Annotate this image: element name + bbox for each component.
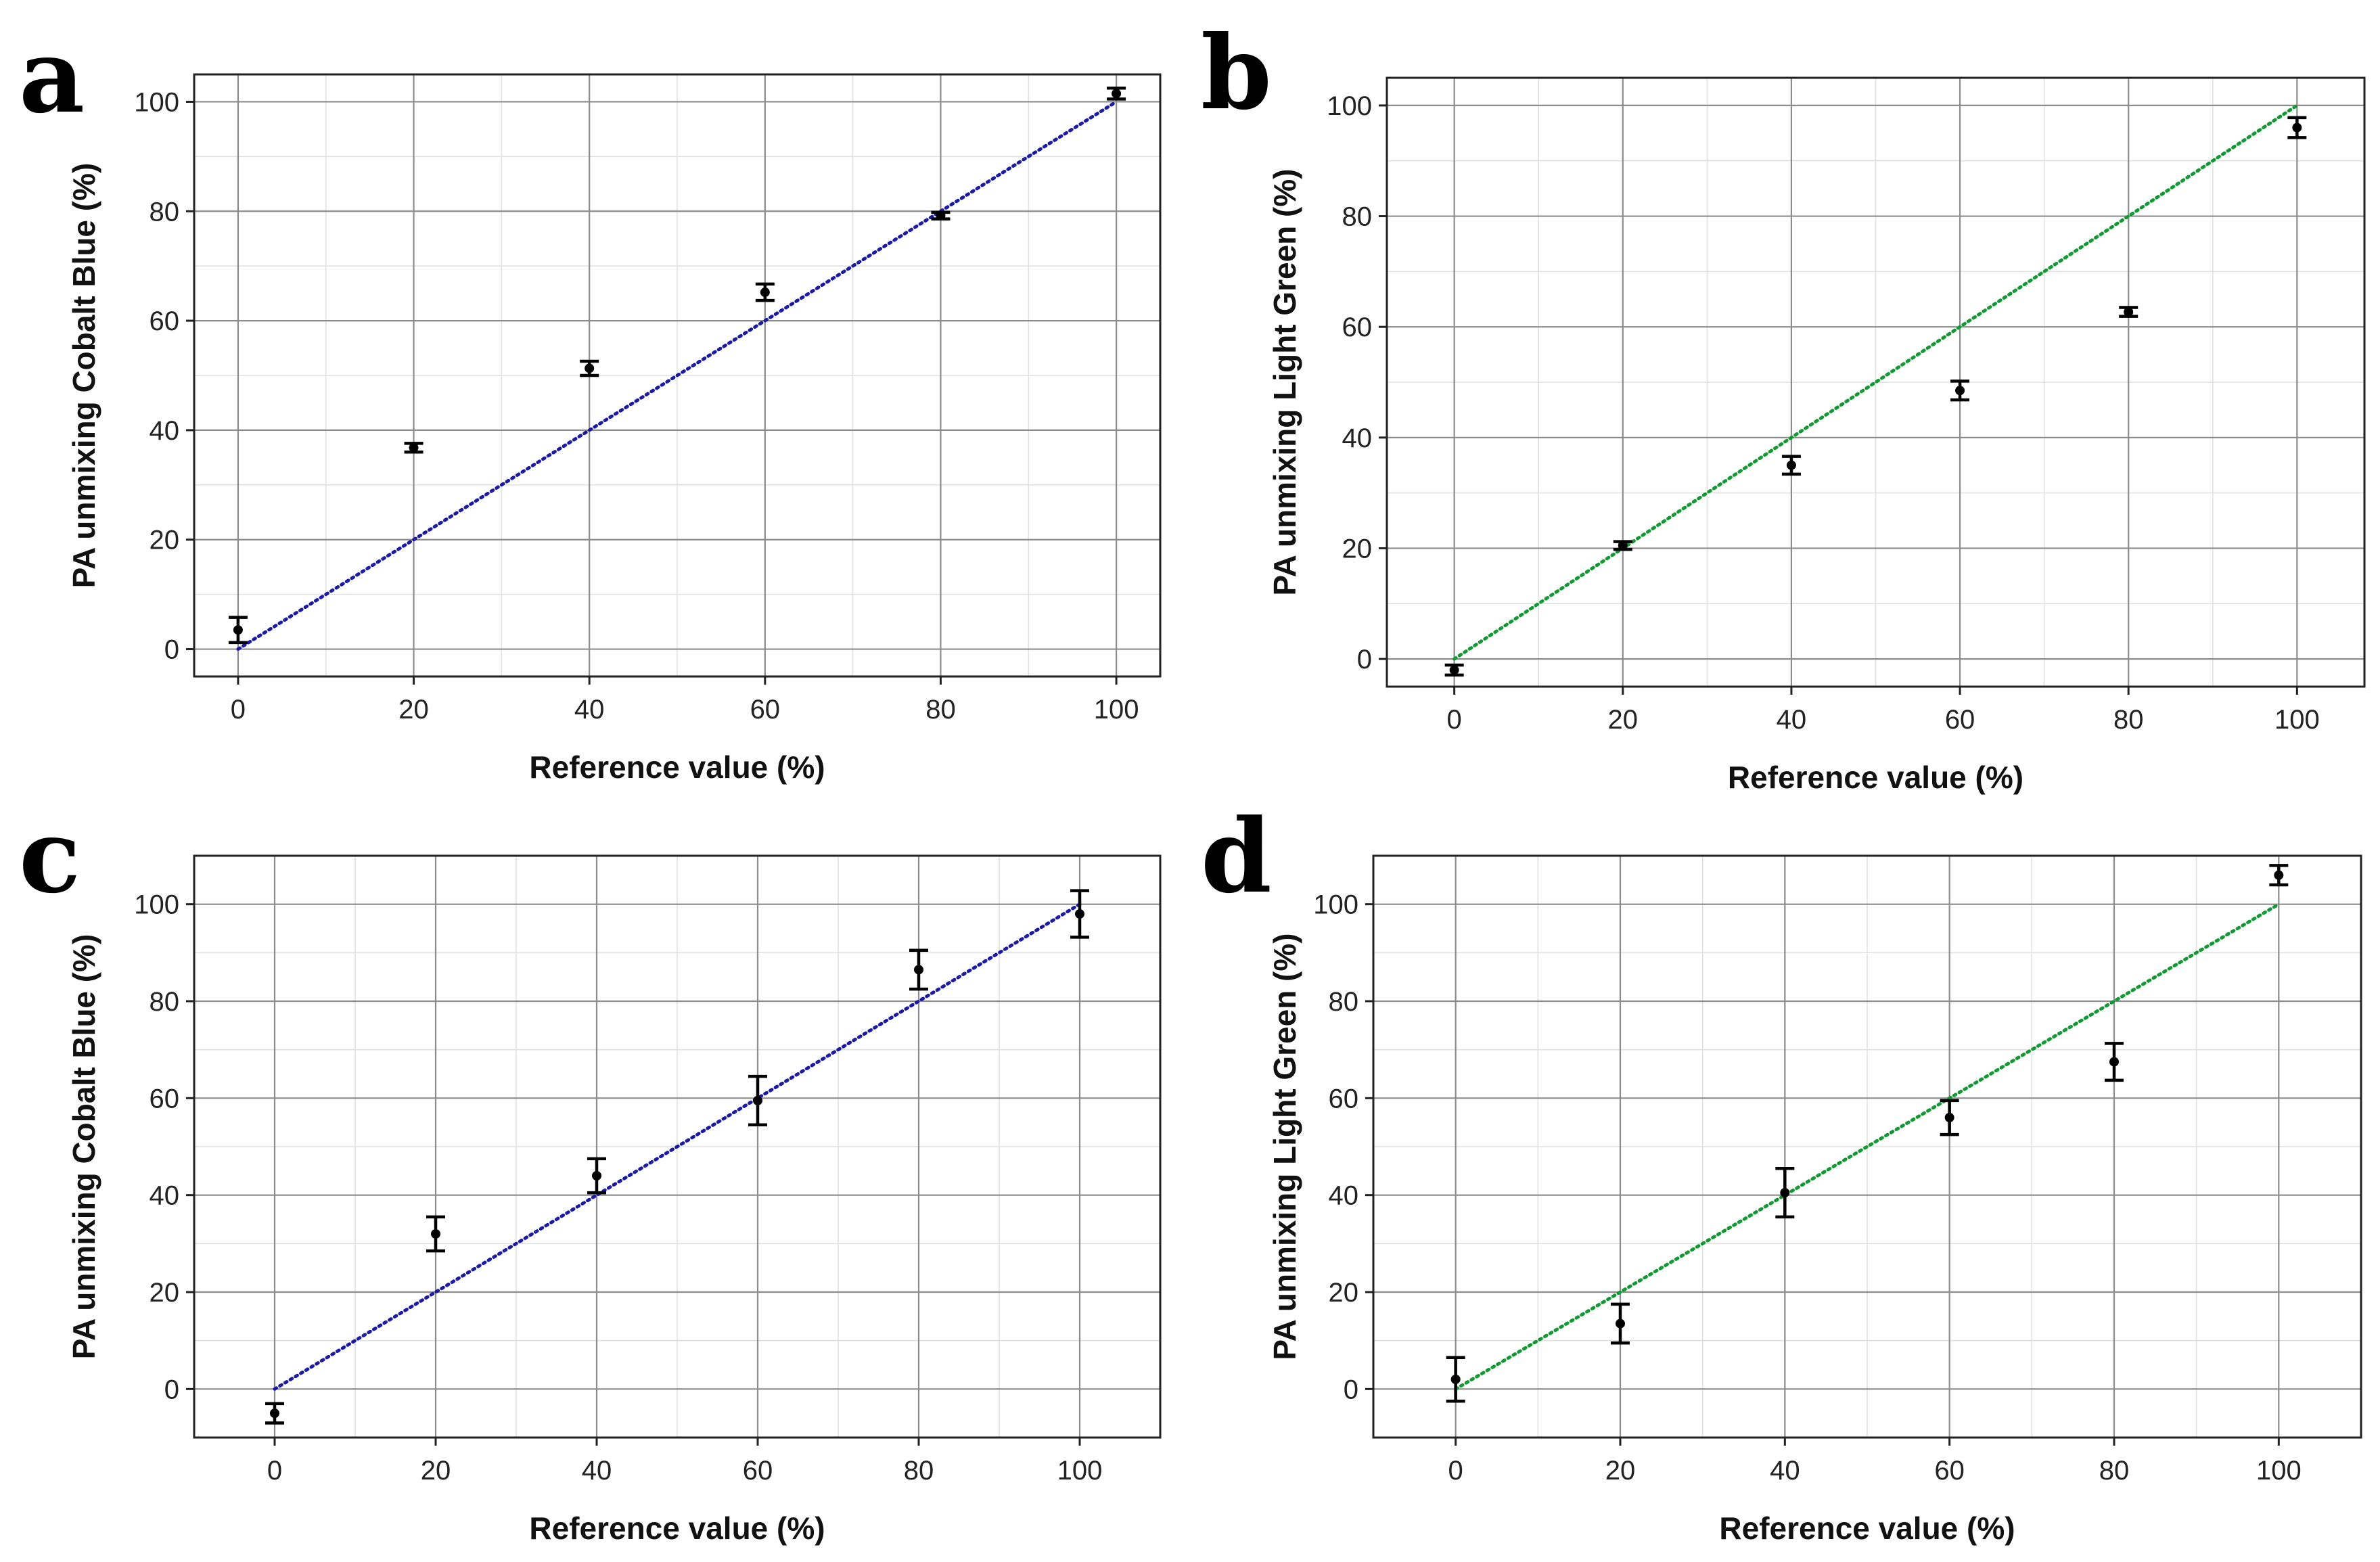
- reference-line: [1452, 104, 2299, 661]
- y-tick-label: 0: [164, 1375, 179, 1404]
- data-point: [270, 1408, 279, 1419]
- panel-letter: d: [1201, 797, 1272, 916]
- x-axis-label: Reference value (%): [1719, 1511, 2015, 1546]
- x-axis-label: Reference value (%): [1728, 760, 2023, 795]
- data-point: [760, 288, 770, 298]
- y-axis-label: PA unmixing Cobalt Blue (%): [66, 934, 101, 1360]
- x-axis-label: Reference value (%): [529, 750, 825, 785]
- data-point: [1616, 1318, 1625, 1329]
- data-point: [753, 1095, 762, 1105]
- x-tick-label: 40: [582, 1456, 612, 1486]
- data-point: [936, 210, 946, 221]
- data-point: [1618, 541, 1628, 551]
- y-tick-label: 100: [134, 87, 179, 117]
- x-tick-label: 80: [2113, 705, 2144, 735]
- plot-frame: [193, 73, 1162, 678]
- reference-line: [1454, 902, 2281, 1391]
- y-tick-label: 20: [150, 526, 180, 555]
- x-tick-label: 0: [231, 695, 246, 725]
- y-tick-label: 0: [1357, 645, 1372, 674]
- plot-frame: [1386, 76, 2366, 688]
- data-point: [2109, 1057, 2119, 1067]
- y-tick-label: 100: [1313, 890, 1358, 920]
- x-tick-label: 40: [574, 695, 605, 725]
- x-tick-label: 60: [743, 1456, 773, 1486]
- data-point: [1449, 665, 1459, 675]
- x-tick-label: 20: [398, 695, 429, 725]
- x-tick-label: 80: [904, 1456, 934, 1486]
- y-axis-label: PA unmixing Light Green (%): [1267, 933, 1302, 1360]
- data-point: [1944, 1113, 1954, 1122]
- x-tick-label: 60: [1945, 705, 1975, 735]
- plot-frame: [193, 854, 1162, 1439]
- y-tick-label: 60: [1329, 1084, 1359, 1113]
- y-axis-label: PA unmixing Light Green (%): [1267, 168, 1302, 595]
- reference-line: [273, 902, 1082, 1391]
- x-tick-label: 100: [1094, 695, 1139, 725]
- y-tick-label: 80: [1342, 202, 1373, 232]
- panel-c: 0 20 40 60 80 100 0 20 40 60 80 100 Reference value …: [19, 797, 1162, 1546]
- data-point: [233, 625, 243, 635]
- y-tick-label: 60: [150, 306, 180, 336]
- reference-line: [236, 99, 1118, 651]
- panel-b: 0 20 40 60 80 100 0 20 40 60 80 100 Reference value …: [1201, 14, 2366, 795]
- data-point: [1075, 909, 1084, 919]
- y-tick-label: 20: [1329, 1278, 1359, 1308]
- x-tick-label: 20: [1605, 1456, 1636, 1486]
- data-point: [592, 1171, 601, 1180]
- y-tick-label: 0: [1344, 1375, 1358, 1404]
- data-point: [585, 363, 595, 373]
- data-point: [2274, 870, 2284, 880]
- x-tick-label: 60: [1934, 1456, 1965, 1486]
- x-tick-label: 100: [1057, 1456, 1103, 1486]
- x-tick-label: 40: [1770, 1456, 1800, 1486]
- y-tick-label: 100: [1327, 91, 1372, 121]
- x-tick-label: 0: [1447, 705, 1462, 735]
- data-point: [914, 965, 923, 975]
- y-axis-label: PA unmixing Cobalt Blue (%): [66, 163, 101, 589]
- data-point: [1955, 386, 1965, 396]
- x-tick-label: 0: [267, 1456, 282, 1486]
- y-tick-label: 60: [150, 1084, 180, 1113]
- x-tick-label: 80: [2099, 1456, 2130, 1486]
- y-tick-label: 20: [1342, 534, 1373, 564]
- data-point: [1780, 1188, 1790, 1198]
- x-tick-label: 100: [2274, 705, 2320, 735]
- y-tick-label: 40: [150, 1181, 180, 1211]
- panel-letter: b: [1201, 14, 1272, 133]
- x-tick-label: 40: [1777, 705, 1807, 735]
- x-tick-label: 20: [421, 1456, 451, 1486]
- y-tick-label: 100: [134, 890, 179, 920]
- panel-letter: c: [19, 797, 81, 916]
- plot-frame: [1372, 854, 2362, 1439]
- x-tick-label: 100: [2256, 1456, 2302, 1486]
- data-point: [2124, 307, 2134, 317]
- y-tick-label: 0: [164, 635, 179, 665]
- panel-d: 0 20 40 60 80 100 0 20 40 60 80 100 Reference value …: [1201, 797, 2362, 1546]
- y-tick-label: 40: [1342, 423, 1373, 453]
- x-tick-label: 60: [750, 695, 781, 725]
- y-tick-label: 60: [1342, 313, 1373, 342]
- panel-letter: a: [19, 17, 85, 136]
- data-point: [409, 442, 419, 453]
- data-point: [2292, 122, 2302, 133]
- y-tick-label: 80: [1329, 987, 1359, 1017]
- x-tick-label: 80: [925, 695, 956, 725]
- y-tick-label: 40: [150, 416, 180, 446]
- panel-a: 0 20 40 60 80 100 0 20 40 60 80 100 Reference value …: [19, 17, 1162, 785]
- y-tick-label: 20: [150, 1278, 180, 1308]
- y-tick-label: 40: [1329, 1181, 1359, 1211]
- data-point: [1786, 460, 1796, 470]
- data-point: [1450, 1375, 1461, 1384]
- y-tick-label: 80: [150, 987, 180, 1017]
- x-tick-label: 20: [1608, 705, 1639, 735]
- y-tick-label: 80: [150, 197, 180, 227]
- data-point: [431, 1229, 440, 1239]
- x-axis-label: Reference value (%): [529, 1511, 825, 1546]
- data-point: [1112, 89, 1122, 99]
- x-tick-label: 0: [1448, 1456, 1463, 1486]
